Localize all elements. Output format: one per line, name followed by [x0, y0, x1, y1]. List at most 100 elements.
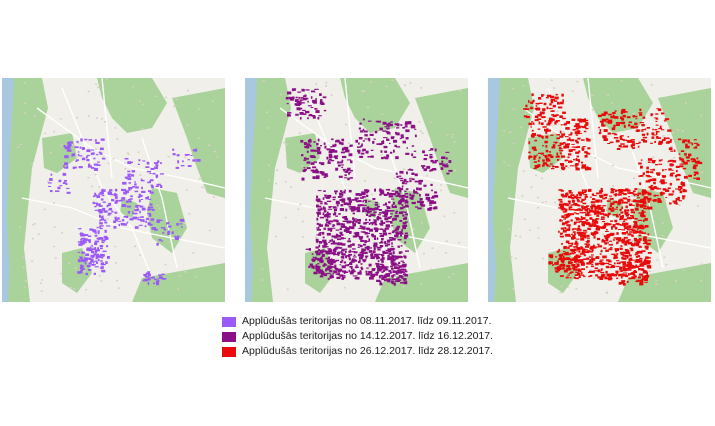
- flood-patch: [412, 178, 415, 181]
- flood-patch: [365, 213, 369, 216]
- flood-patch: [317, 269, 322, 272]
- flood-patch: [401, 275, 404, 279]
- flood-patch: [132, 186, 136, 188]
- flood-patch: [565, 251, 569, 255]
- flood-patch: [655, 164, 658, 166]
- flood-patch: [351, 251, 356, 253]
- flood-patch: [362, 148, 366, 151]
- flood-patch: [601, 113, 606, 116]
- flood-patch: [399, 219, 403, 222]
- flood-patch: [568, 207, 571, 211]
- flood-patch: [650, 142, 653, 144]
- flood-patch: [604, 237, 609, 240]
- map-1-base: [2, 78, 225, 302]
- flood-patch: [590, 232, 594, 235]
- flood-patch: [679, 190, 682, 193]
- flood-patch: [663, 137, 666, 140]
- flood-patch: [96, 249, 100, 252]
- flood-patch: [312, 170, 317, 174]
- building-mark: [62, 172, 65, 174]
- flood-patch: [643, 196, 648, 199]
- flood-patch: [432, 201, 437, 204]
- building-mark: [537, 227, 540, 229]
- building-mark: [208, 229, 211, 232]
- flood-patch: [172, 148, 175, 151]
- flood-patch: [625, 205, 628, 209]
- flood-patch: [323, 273, 328, 277]
- flood-patch: [569, 249, 573, 251]
- flood-patch: [440, 167, 444, 170]
- building-mark: [164, 263, 167, 266]
- flood-patch: [67, 145, 72, 147]
- flood-patch: [349, 262, 353, 265]
- flood-patch: [98, 210, 103, 214]
- flood-patch: [566, 138, 571, 141]
- flood-patch: [87, 269, 92, 271]
- flood-patch: [609, 197, 614, 200]
- flood-patch: [162, 231, 165, 234]
- building-mark: [106, 218, 109, 220]
- flood-patch: [97, 161, 100, 163]
- flood-patch: [677, 196, 680, 199]
- flood-patch: [362, 227, 366, 230]
- flood-patch: [147, 181, 151, 184]
- flood-patch: [376, 246, 379, 249]
- flood-patch: [584, 197, 587, 200]
- flood-patch: [417, 207, 422, 210]
- flood-patch: [338, 175, 343, 178]
- flood-patch: [567, 213, 572, 216]
- flood-patch: [686, 159, 690, 162]
- flood-patch: [551, 118, 555, 121]
- flood-patch: [381, 257, 385, 260]
- building-mark: [421, 132, 424, 134]
- flood-patch: [548, 107, 553, 110]
- flood-patch: [391, 267, 394, 270]
- building-mark: [32, 223, 35, 226]
- building-mark: [188, 213, 191, 215]
- flood-patch: [558, 147, 563, 150]
- flood-patch: [98, 151, 101, 154]
- building-mark: [510, 256, 513, 258]
- flood-patch: [613, 256, 617, 260]
- building-mark: [524, 113, 527, 115]
- flood-patch: [675, 165, 680, 168]
- flood-patch: [558, 207, 561, 209]
- flood-patch: [639, 257, 643, 260]
- flood-patch: [343, 216, 348, 219]
- flood-patch: [583, 194, 587, 196]
- flood-patch: [365, 273, 370, 276]
- flood-patch: [559, 152, 562, 155]
- flood-patch: [328, 213, 331, 216]
- flood-patch: [88, 262, 92, 265]
- flood-patch: [192, 159, 196, 162]
- flood-patch: [353, 218, 357, 220]
- flood-patch: [77, 259, 81, 262]
- flood-patch: [374, 188, 376, 192]
- flood-patch: [628, 251, 631, 255]
- flood-patch: [385, 274, 388, 277]
- flood-patch: [362, 207, 366, 210]
- flood-patch: [609, 240, 612, 242]
- flood-patch: [643, 205, 647, 208]
- flood-patch: [419, 194, 421, 197]
- flood-patch: [316, 195, 319, 198]
- flood-patch: [342, 200, 346, 203]
- flood-patch: [613, 137, 619, 139]
- flood-patch: [348, 206, 353, 208]
- flood-patch: [391, 261, 393, 264]
- flood-patch: [567, 246, 570, 249]
- building-mark: [31, 162, 34, 165]
- flood-patch: [344, 177, 348, 179]
- flood-patch: [554, 100, 558, 102]
- flood-patch: [370, 277, 374, 280]
- flood-patch: [565, 221, 569, 224]
- flood-patch: [605, 276, 608, 279]
- flood-patch: [583, 229, 587, 231]
- building-mark: [139, 174, 142, 176]
- flood-patch: [589, 217, 593, 220]
- flood-patch: [633, 275, 637, 278]
- flood-patch: [376, 237, 379, 240]
- flood-patch: [628, 266, 633, 269]
- flood-patch: [393, 258, 396, 261]
- building-mark: [184, 271, 187, 273]
